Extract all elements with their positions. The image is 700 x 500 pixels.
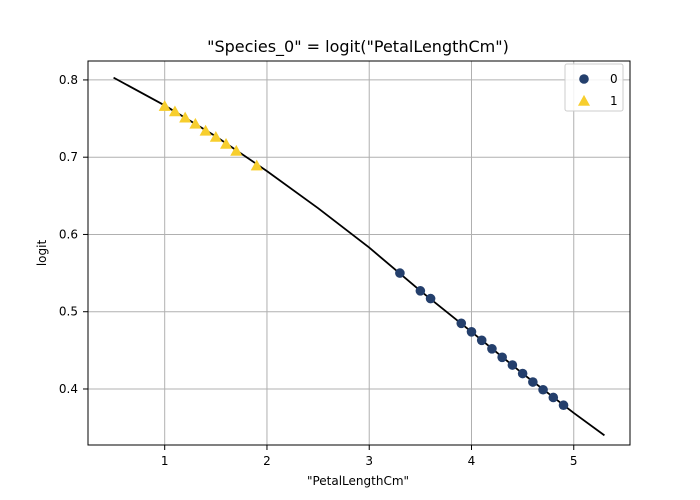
data-points xyxy=(158,100,569,411)
series-0-point xyxy=(395,268,405,278)
legend-marker-0 xyxy=(579,74,589,84)
legend-label-0: 0 xyxy=(610,72,618,86)
series-0-point xyxy=(456,318,467,329)
legend-label-1: 1 xyxy=(610,94,618,108)
x-axis-label: "PetalLengthCm" xyxy=(307,474,409,488)
x-tick-label: 4 xyxy=(468,454,476,468)
series-0-point xyxy=(507,360,518,370)
series-0-point xyxy=(548,392,559,403)
legend-box xyxy=(564,63,624,112)
series-1-point xyxy=(220,137,233,149)
y-axis-label: logit xyxy=(35,240,49,267)
x-tick-label: 5 xyxy=(570,454,578,468)
series-0-point xyxy=(425,293,436,304)
y-tick-label: 0.5 xyxy=(59,305,78,319)
legend-marker-1 xyxy=(577,94,591,106)
series-0-point xyxy=(476,335,487,346)
legend-item-0: 0 xyxy=(579,72,618,86)
y-tick-label: 0.4 xyxy=(59,382,78,396)
y-tick-label: 0.8 xyxy=(59,73,78,87)
series-0-point xyxy=(528,377,538,387)
series-0-point xyxy=(497,352,507,363)
x-tick-label: 1 xyxy=(161,454,169,468)
series-0-points xyxy=(395,268,569,411)
series-0-point xyxy=(415,286,426,296)
chart-title: "Species_0" = logit("PetalLengthCm") xyxy=(207,37,509,57)
legend: 01 xyxy=(564,63,624,112)
series-0-point xyxy=(517,368,528,379)
y-tick-label: 0.7 xyxy=(59,150,78,164)
axes: 1 2 3 4 5 0.4 0.5 0.6 0.7 0.8 xyxy=(59,60,631,468)
x-tick-label: 3 xyxy=(365,454,373,468)
series-1-point xyxy=(209,130,222,142)
series-1-point xyxy=(158,100,171,111)
gridlines xyxy=(88,61,630,445)
series-0-point xyxy=(538,384,548,395)
legend-item-1: 1 xyxy=(577,94,618,108)
series-0-point xyxy=(487,344,497,354)
series-1-point xyxy=(189,117,202,129)
y-tick-label: 0.6 xyxy=(59,227,78,241)
series-1-point xyxy=(179,111,192,123)
series-1-point xyxy=(250,159,263,171)
series-0-point xyxy=(466,327,477,337)
series-0-point xyxy=(558,400,569,411)
series-1-points xyxy=(158,100,263,171)
x-tick-label: 2 xyxy=(263,454,271,468)
series-1-point xyxy=(168,105,181,117)
series-1-point xyxy=(230,144,243,156)
plot-frame xyxy=(87,60,631,446)
series-1-point xyxy=(199,124,212,136)
